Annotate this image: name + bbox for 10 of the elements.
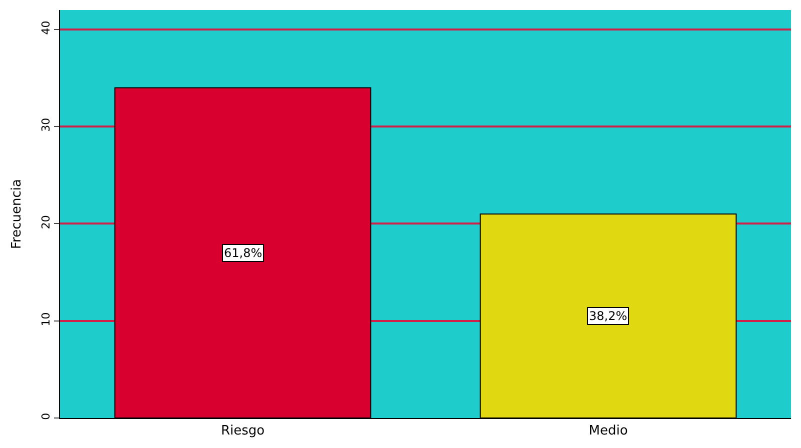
y-tick-label: 30	[40, 118, 53, 132]
annotation: 38,2%	[589, 309, 628, 323]
y-tick-label: 0	[40, 412, 53, 420]
annotation: 61,8%	[224, 246, 262, 260]
y-axis-title: Frecuencia	[10, 179, 25, 249]
x-tick-label: Medio	[588, 424, 628, 439]
x-tick-label: Riesgo	[220, 424, 265, 439]
y-tick-label: 20	[40, 215, 53, 230]
y-tick-label: 10	[40, 312, 53, 326]
y-tick-label: 40	[40, 20, 53, 35]
